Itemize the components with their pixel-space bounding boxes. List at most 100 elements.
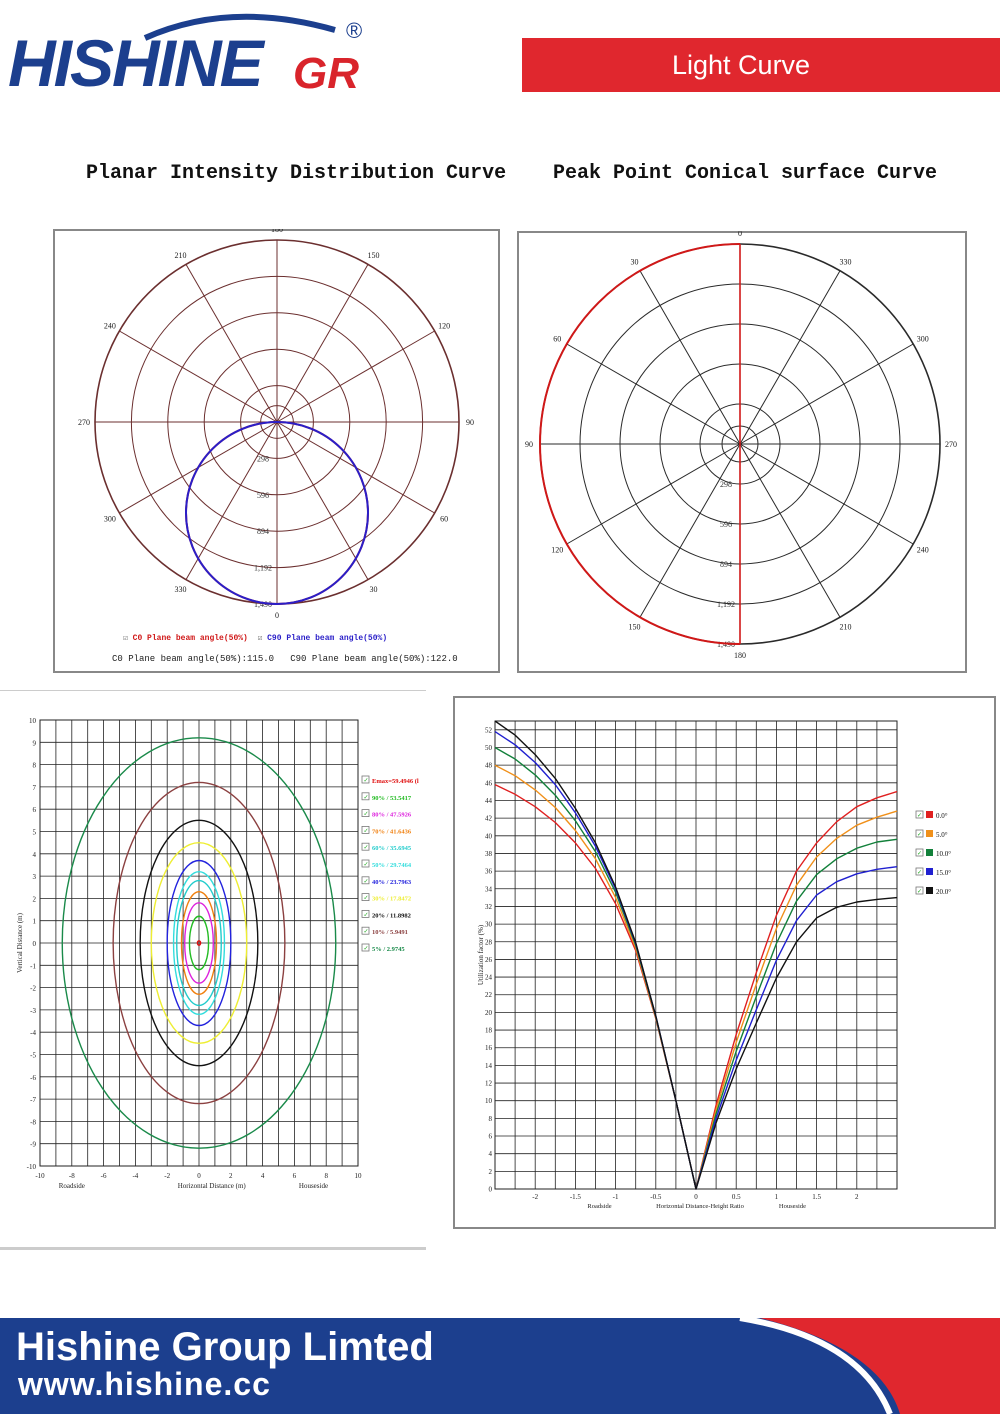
isolux-y-tick: 5 [33, 829, 37, 837]
isolux-x-tick: -2 [164, 1172, 170, 1180]
legend-c90: C90 Plane beam angle(50%) [267, 634, 388, 643]
planar-angle-label: 60 [440, 515, 448, 524]
isolux-y-tick: 0 [33, 940, 37, 948]
isolux-legend-label: 90% / 53.5417 [372, 795, 412, 802]
isolux-legend-checkbox [361, 792, 370, 801]
isolux-contour [176, 879, 222, 1007]
utilization-ylabel: Utilization factor (%) [477, 924, 485, 985]
isolux-contour [61, 737, 337, 1149]
utilization-y-tick: 48 [485, 762, 493, 770]
conical-spoke [639, 270, 741, 445]
utilization-y-tick: 22 [485, 991, 493, 999]
utilization-legend-label: 0.0° [936, 812, 948, 820]
utilization-legend-checkbox [915, 848, 924, 857]
utilization-y-tick: 4 [489, 1150, 493, 1158]
utilization-y-tick: 34 [485, 885, 493, 893]
utilization-y-tick: 36 [485, 868, 493, 876]
planar-spoke [276, 264, 369, 423]
isolux-y-tick: 4 [33, 851, 37, 859]
isolux-legend-check: ✓ [363, 845, 368, 851]
utilization-y-tick: 14 [485, 1062, 493, 1070]
isolux-y-tick: -9 [30, 1141, 36, 1149]
isolux-legend-check: ✓ [363, 912, 368, 918]
conical-spoke [739, 443, 841, 618]
isolux-legend-checkbox [361, 809, 370, 817]
planar-radial-label: 298 [257, 454, 269, 463]
isolux-y-tick: -2 [30, 985, 36, 993]
planar-angle-label: 120 [438, 322, 450, 331]
conical-spoke [739, 343, 914, 445]
isolux-y-tick: 10 [29, 717, 37, 725]
isolux-legend-checkbox [361, 893, 370, 902]
isolux-contour [172, 870, 226, 1016]
utilization-legend-swatch [926, 849, 933, 856]
conical-angle-label: 240 [917, 546, 929, 555]
conical-angle-label: 270 [945, 440, 957, 449]
isolux-chart: -10 -8 -6 -4 -2 0 2 4 6 8 10109876543210-1-2-3-4-5… [16, 717, 419, 1190]
utilization-legend-label: 15.0° [936, 869, 951, 877]
isolux-legend-checkbox [361, 826, 370, 834]
isolux-x-tick: 0 [197, 1172, 201, 1180]
isolux-y-tick: 6 [33, 806, 37, 814]
header-banner [522, 38, 1000, 92]
utilization-y-tick: 38 [485, 850, 493, 858]
isolux-legend-checkbox [361, 859, 370, 868]
isolux-x-tick: 6 [293, 1172, 297, 1180]
conical-radial-label: 298 [720, 480, 732, 489]
conical-spoke [739, 443, 914, 545]
isolux-xlabel: Horizontal Distance (m) [178, 1182, 247, 1190]
isolux-x-tick: -4 [132, 1172, 138, 1180]
logo-swoosh [143, 13, 336, 41]
isolux-x-tick: -10 [35, 1172, 45, 1180]
utilization-x-tick: -1.5 [570, 1193, 582, 1201]
isolux-contour [112, 781, 286, 1105]
planar-spoke [119, 330, 278, 423]
footer-url: www.hishine.cc [18, 1366, 271, 1402]
isolux-x-tick: 4 [261, 1172, 265, 1180]
isolux-legend-checkbox [361, 909, 370, 918]
conical-radial-label: 1,192 [717, 600, 735, 609]
conical-spoke [566, 343, 741, 445]
conical-peak-curve [539, 243, 741, 645]
isolux-legend-checkbox [361, 775, 370, 784]
isolux-x-tick: 10 [355, 1172, 363, 1180]
isolux-legend-checkbox [361, 926, 370, 935]
isolux-y-tick: -8 [30, 1118, 36, 1126]
beam-angle-note: C0 Plane beam angle(50%):115.0 C90 Plane… [112, 654, 458, 664]
logo-suffix: GR [293, 49, 359, 98]
utilization-y-tick: 26 [485, 956, 493, 964]
isolux-x-tick: -8 [69, 1172, 75, 1180]
isolux-legend-label: 40% / 23.7963 [372, 879, 412, 886]
isolux-legend-check: ✓ [363, 812, 368, 818]
registered-mark: ® [346, 18, 363, 43]
utilization-y-tick: 6 [489, 1133, 493, 1141]
isolux-y-tick: -10 [27, 1163, 37, 1171]
isolux-legend-label: 10% / 5.9491 [372, 929, 408, 936]
conical-radial-label: 596 [720, 520, 732, 529]
isolux-y-tick: 8 [33, 762, 37, 770]
isolux-y-tick: 9 [33, 739, 37, 747]
conical-radial-label: 894 [720, 560, 732, 569]
utilization-x-tick: 0.5 [732, 1193, 741, 1201]
utilization-legend-checkbox [915, 867, 924, 876]
utilization-legend-swatch [926, 830, 933, 837]
planar-angle-label: 0 [275, 611, 279, 620]
conical-chart-title: Peak Point Conical surface Curve [553, 162, 938, 185]
planar-radial-label: 596 [257, 491, 269, 500]
planar-angle-label: 150 [368, 251, 380, 260]
utilization-x-tick: 1.5 [812, 1193, 821, 1201]
isolux-contour [180, 891, 218, 995]
isolux-legend-label: 50% / 29.7464 [372, 862, 412, 869]
isolux-contour [139, 819, 259, 1067]
isolux-ylabel: Vertical Distance (m) [16, 912, 24, 973]
isolux-y-tick: -6 [30, 1074, 36, 1082]
isolux-legend-label: 5% / 2.9745 [372, 946, 405, 953]
isolux-legend-label: 60% / 35.6945 [372, 845, 412, 852]
conical-polar-chart: 0 330 300 270 240 210 180 150 120 90 60 30 298 596 894… [525, 231, 957, 660]
utilization-y-tick: 28 [485, 938, 493, 946]
planar-spoke [185, 421, 278, 580]
planar-legend: ☑ C0 Plane beam angle(50%) ☑ C90 Plane b… [123, 634, 388, 643]
utilization-y-tick: 18 [485, 1027, 493, 1035]
isolux-y-tick: 3 [33, 873, 37, 881]
isolux-xlabel-right: Houseside [299, 1182, 328, 1190]
